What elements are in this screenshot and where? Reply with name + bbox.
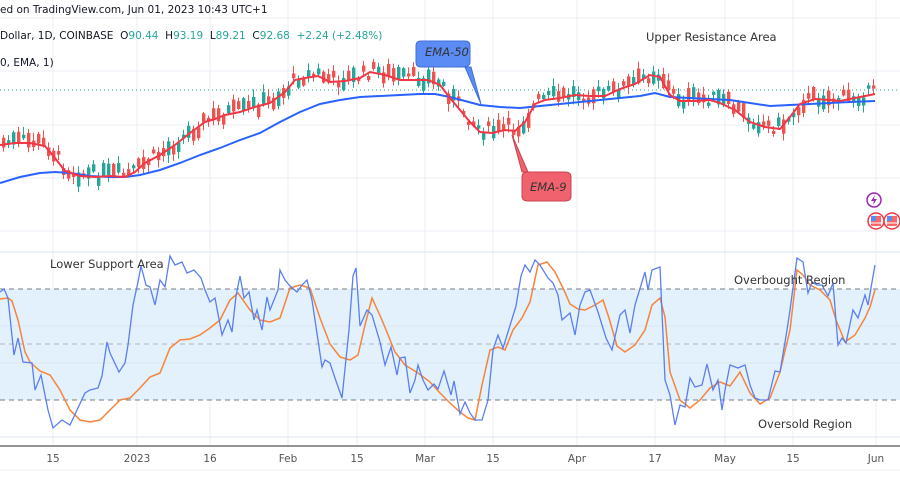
ema50-line (0, 91, 876, 184)
x-tick: 15 (786, 453, 800, 465)
x-tick: Apr (567, 453, 587, 465)
symbol-label: Dollar, 1D, COINBASE (0, 30, 114, 42)
x-tick: May (714, 453, 736, 465)
rsi-grid (0, 251, 900, 438)
ema9-line (0, 70, 876, 179)
rsi-ma-line (0, 261, 876, 423)
close-label: C (252, 30, 260, 42)
rsi-line (0, 254, 876, 430)
published-caption: ed on TradingView.com, Jun 01, 2023 10:4… (0, 4, 268, 16)
lower-support-label: Lower Support Area (50, 257, 164, 271)
upper-resistance-label: Upper Resistance Area (646, 30, 777, 44)
ema9-callout (511, 134, 572, 202)
low-value: 89.21 (215, 30, 246, 42)
x-tick: 16 (203, 453, 217, 465)
indicator-legend[interactable]: 0, EMA, 1) (0, 57, 54, 69)
low-label: L (209, 30, 216, 42)
high-value: 93.19 (173, 30, 204, 42)
main-grid (0, 17, 900, 232)
high-label: H (165, 30, 174, 42)
x-tick: Mar (415, 453, 435, 465)
change-value: +2.24 (+2.48%) (296, 30, 383, 42)
x-tick: 15 (486, 453, 500, 465)
symbol-ohlc-legend: Dollar, 1D, COINBASE O90.44 H93.19 L89.2… (0, 30, 382, 42)
us-flag-event-icon[interactable] (867, 212, 900, 230)
open-value: 90.44 (128, 30, 159, 42)
x-tick: 2023 (123, 453, 151, 465)
ema50-callout (415, 40, 482, 105)
ema50-callout-label: EMA-50 (425, 45, 469, 59)
overbought-label: Overbought Region (734, 273, 846, 287)
oversold-label: Oversold Region (758, 417, 853, 431)
x-tick: 15 (350, 453, 364, 465)
x-tick: Feb (278, 453, 298, 465)
lightning-icon[interactable] (866, 192, 882, 208)
close-value: 92.68 (259, 30, 290, 42)
open-label: O (120, 30, 129, 42)
x-tick: 15 (46, 453, 60, 465)
x-tick: 17 (648, 453, 662, 465)
x-tick: Jun (867, 453, 885, 465)
ema9-callout-label: EMA-9 (530, 180, 567, 194)
